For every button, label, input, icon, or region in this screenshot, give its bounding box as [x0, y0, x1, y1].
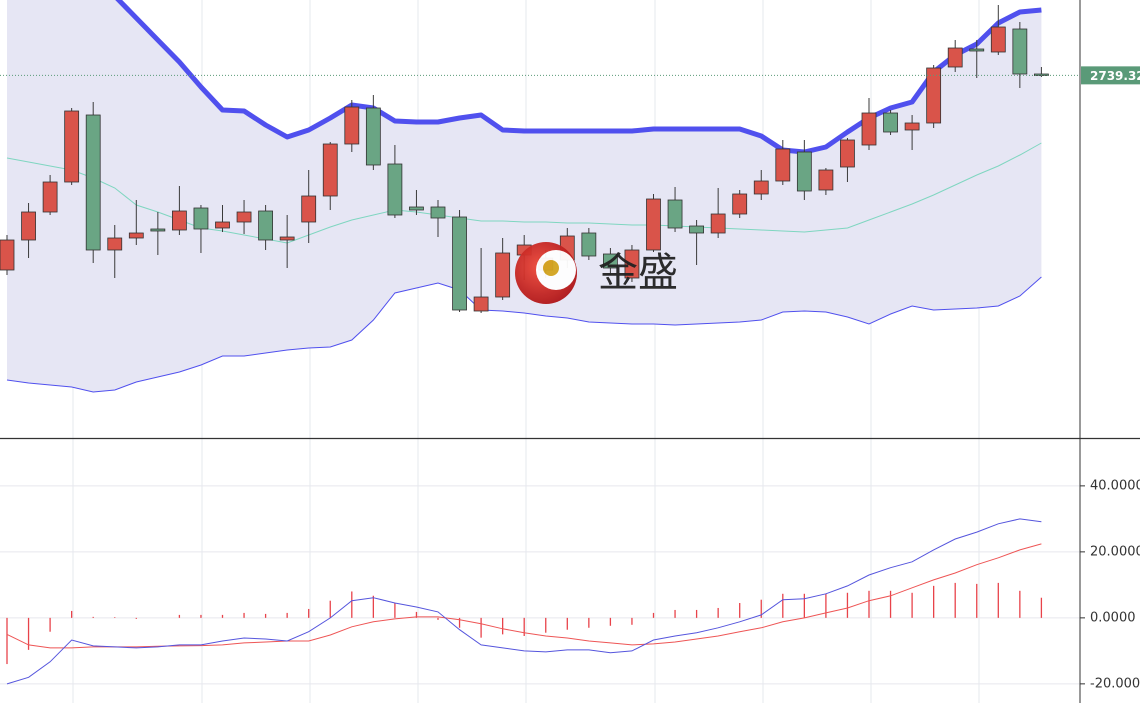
candle-body	[236, 211, 252, 223]
candle-body	[926, 67, 942, 124]
candle-body	[21, 211, 36, 241]
candle-body	[344, 106, 360, 145]
candle-body	[667, 199, 683, 229]
candle-body	[840, 139, 855, 168]
candle-body	[128, 232, 144, 239]
band-fill	[7, 0, 1042, 392]
candle-body	[387, 163, 403, 216]
candle-body	[732, 193, 748, 215]
candle-body	[689, 225, 704, 234]
candle-body	[646, 198, 661, 251]
macd-pane	[0, 485, 1080, 685]
y-tick-label: 0.0000	[1090, 610, 1136, 625]
candle-body	[947, 47, 963, 68]
candle-body	[258, 210, 274, 241]
candle-body	[0, 239, 15, 271]
y-tick-label: 20.0000	[1090, 544, 1140, 559]
candle-body	[171, 210, 187, 231]
candle-body	[904, 122, 920, 131]
candle-body	[430, 206, 446, 219]
logo-coin	[543, 260, 559, 276]
y-tick-label: 40.0000	[1090, 478, 1140, 493]
y-tick-label: -20.0000	[1090, 676, 1140, 691]
candle-body	[775, 148, 791, 182]
dif-line	[6, 518, 1042, 685]
candle-body	[301, 195, 317, 223]
candle-body	[1012, 28, 1028, 75]
candle-body	[624, 249, 640, 279]
candle-body	[107, 237, 123, 251]
candle-body	[990, 26, 1006, 53]
candle-body	[193, 207, 209, 230]
candle-body	[365, 107, 381, 166]
candle-body	[150, 228, 166, 232]
candle-body	[215, 221, 230, 229]
candle-body	[883, 112, 898, 133]
last-price-tag	[1081, 66, 1140, 85]
candle-body	[796, 151, 812, 192]
candle-body	[409, 206, 424, 211]
candle-body	[861, 112, 877, 146]
candle-body	[495, 252, 511, 298]
candle-body	[452, 216, 467, 311]
price-pane	[0, 0, 1049, 393]
candle-body	[42, 181, 58, 213]
candle-body	[322, 143, 338, 197]
dea-line	[6, 543, 1042, 649]
watermark-text: 金盛	[598, 250, 678, 296]
candle-body	[753, 180, 769, 195]
candle-body	[473, 296, 489, 312]
candle-body	[85, 114, 101, 251]
candle-body	[818, 169, 834, 191]
candle-body	[64, 110, 80, 183]
band-lower	[6, 276, 1042, 393]
candle-body	[710, 213, 726, 234]
candle-body	[279, 236, 295, 241]
last-price-label: 2739.32	[1090, 69, 1140, 83]
candle-body	[581, 232, 597, 257]
watermark-logo: 金盛	[515, 242, 678, 304]
candle-body	[603, 253, 618, 269]
candle-body	[969, 48, 985, 52]
